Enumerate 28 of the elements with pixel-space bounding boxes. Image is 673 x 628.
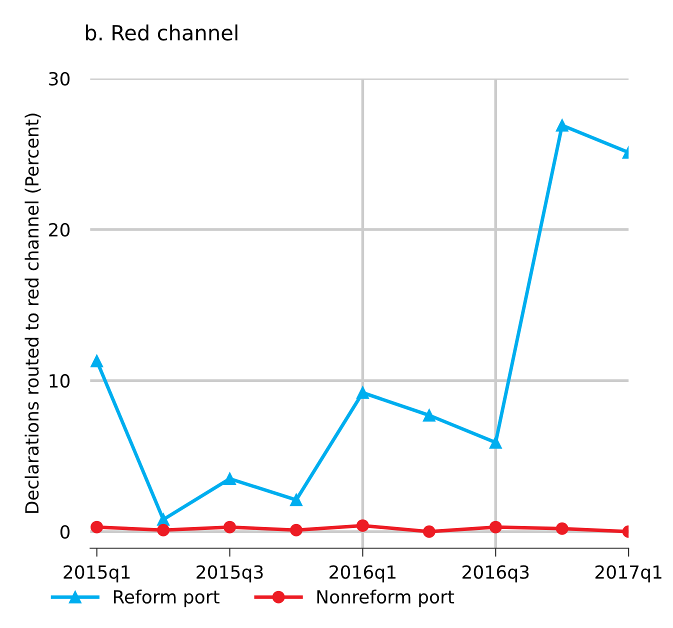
- point: [356, 519, 369, 532]
- point: [489, 520, 502, 534]
- point: [90, 520, 104, 534]
- point: [422, 525, 436, 538]
- y-tick-label: 10: [50, 374, 70, 388]
- y-tick-label: 0: [60, 525, 70, 539]
- y-tick-label: 30: [49, 72, 70, 86]
- x-tick-label: 2017q1: [595, 565, 662, 582]
- point: [90, 354, 104, 368]
- x-tick-label: 2015q1: [64, 565, 130, 582]
- x-tick-label: 2016q3: [462, 565, 529, 582]
- x-tick-label: 2016q1: [330, 565, 396, 582]
- point: [556, 522, 568, 535]
- legend-label: Nonreform port: [317, 590, 454, 608]
- point: [224, 472, 236, 486]
- point: [422, 409, 436, 422]
- chart-title: b. Red channel: [86, 24, 238, 41]
- point: [556, 119, 568, 132]
- x-tick-label: 2015q3: [196, 565, 263, 582]
- legend-label: Reform port: [114, 590, 220, 608]
- point: [489, 436, 502, 449]
- point: [290, 494, 302, 506]
- point: [290, 524, 302, 536]
- point: [224, 520, 236, 534]
- point: [157, 524, 170, 536]
- point: [356, 386, 369, 399]
- y-axis-title: Declarations routed to red channel (Percent): [24, 114, 41, 513]
- y-tick-label: 20: [49, 223, 70, 237]
